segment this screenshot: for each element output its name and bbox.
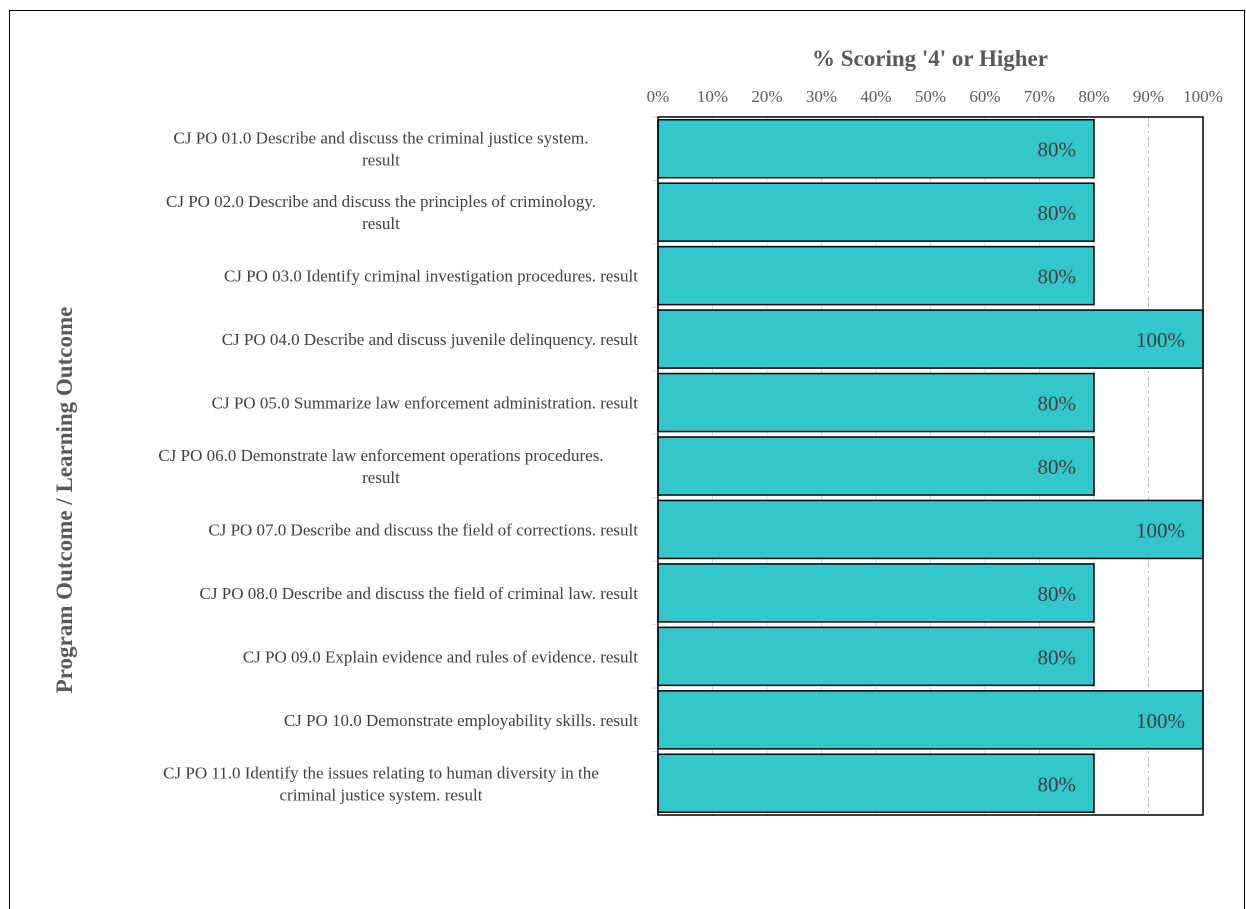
category-label: CJ PO 01.0 Describe and discuss the crim… <box>173 129 588 170</box>
bar <box>657 436 1095 496</box>
x-tick-label: 10% <box>697 87 728 106</box>
category-label: CJ PO 08.0 Describe and discuss the fiel… <box>200 584 639 603</box>
plot-area-border <box>657 116 1204 816</box>
x-tick-label: 60% <box>969 87 1000 106</box>
x-tick-label: 40% <box>860 87 891 106</box>
x-tick-label: 100% <box>1183 87 1223 106</box>
bar <box>657 372 1095 433</box>
bar <box>657 309 1204 369</box>
category-label: CJ PO 07.0 Describe and discuss the fiel… <box>208 520 638 539</box>
category-label: CJ PO 04.0 Describe and discuss juvenile… <box>222 330 639 349</box>
bar <box>657 563 1095 623</box>
x-tick-label: 80% <box>1078 87 1109 106</box>
x-tick-label: 90% <box>1133 87 1164 106</box>
category-label: CJ PO 06.0 Demonstrate law enforcement o… <box>158 446 603 487</box>
chart-title: % Scoring '4' or Higher <box>812 46 1048 71</box>
x-tick-label: 0% <box>647 87 670 106</box>
data-label: 80% <box>1038 582 1077 606</box>
category-label: CJ PO 10.0 Demonstrate employability ski… <box>284 711 638 730</box>
category-label: CJ PO 02.0 Describe and discuss the prin… <box>166 192 596 233</box>
y-axis-label: Program Outcome / Learning Outcome <box>52 307 77 694</box>
bar <box>657 626 1095 687</box>
bar <box>657 118 1095 179</box>
x-tick-label: 20% <box>751 87 782 106</box>
data-label: 80% <box>1038 201 1077 225</box>
data-label: 80% <box>1038 392 1077 416</box>
bar <box>657 182 1095 242</box>
x-tick-label: 50% <box>915 87 946 106</box>
data-label: 100% <box>1136 709 1185 733</box>
category-labels: CJ PO 01.0 Describe and discuss the crim… <box>158 129 638 805</box>
category-label: CJ PO 09.0 Explain evidence and rules of… <box>243 647 638 666</box>
bar <box>657 753 1095 814</box>
bar <box>657 499 1204 560</box>
data-label: 100% <box>1136 328 1185 352</box>
bar <box>657 245 1095 306</box>
x-tick-label: 30% <box>806 87 837 106</box>
category-label: CJ PO 11.0 Identify the issues relating … <box>163 763 599 804</box>
x-tick-label: 70% <box>1024 87 1055 106</box>
x-axis-ticks: 0% 10% 20% 30% 40% 50% 60% 70% 80% 90% 100% <box>647 87 1223 106</box>
data-label: 100% <box>1136 518 1185 542</box>
chart-frame <box>9 10 1245 909</box>
category-label: CJ PO 05.0 Summarize law enforcement adm… <box>212 394 639 413</box>
bar <box>657 690 1204 750</box>
data-labels: 80% 80% 80% 100% 80% 80% 100% 80% 80% 100% 80% <box>1038 138 1186 797</box>
category-label: CJ PO 03.0 Identify criminal investigati… <box>224 267 638 286</box>
data-label: 80% <box>1038 138 1077 162</box>
data-label: 80% <box>1038 455 1077 479</box>
data-label: 80% <box>1038 772 1077 796</box>
data-label: 80% <box>1038 645 1077 669</box>
data-label: 80% <box>1038 265 1077 289</box>
bars <box>657 118 1204 814</box>
